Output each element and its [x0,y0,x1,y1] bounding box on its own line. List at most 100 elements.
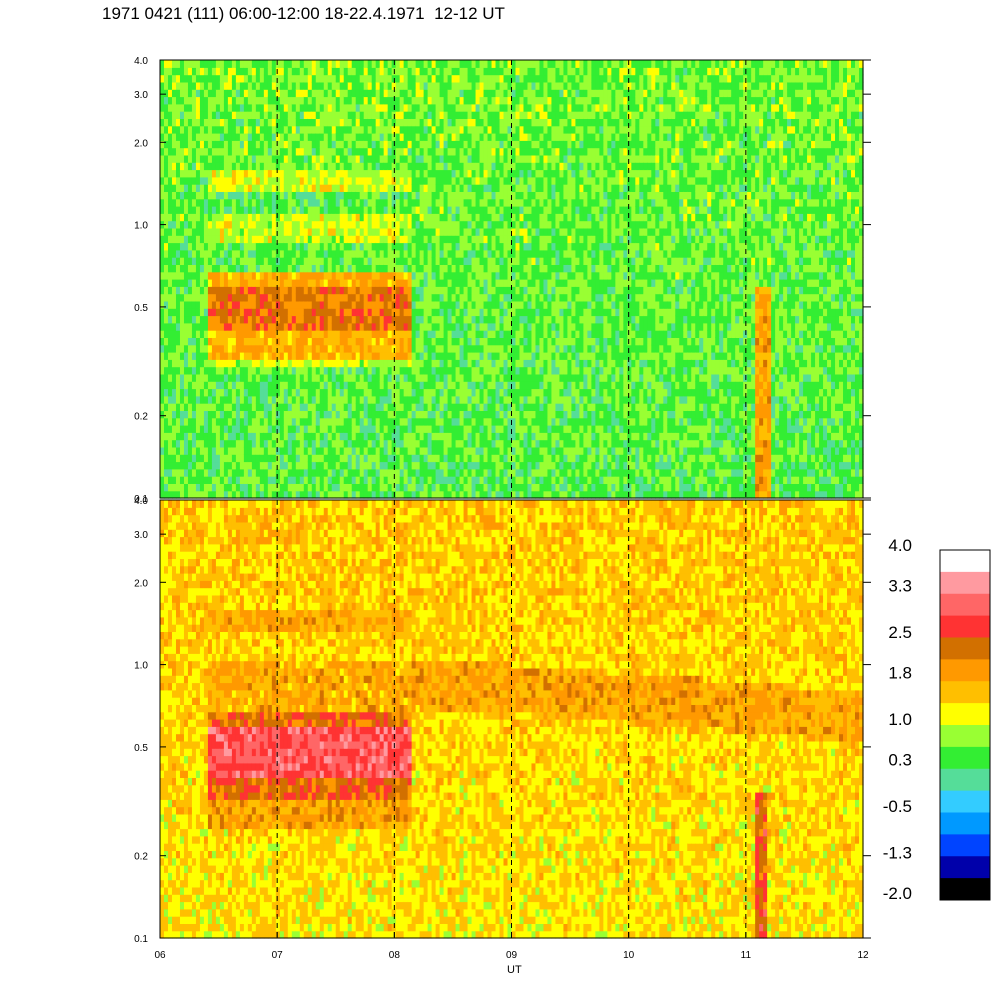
heatmap-cell [327,476,333,484]
heatmap-cell [227,425,233,433]
heatmap-cell [487,308,493,317]
heatmap-cell [207,373,213,382]
heatmap-cell [359,417,365,426]
heatmap-cell [175,425,181,433]
heatmap-cell [283,60,289,68]
heatmap-cell [487,425,493,433]
heatmap-cell [347,242,353,251]
heatmap-cell [323,271,329,280]
heatmap-cell [327,81,333,90]
heatmap-cell [379,264,385,273]
heatmap-cell [279,366,285,375]
heatmap-cell [179,286,185,295]
heatmap-cell [195,439,201,448]
heatmap-cell [291,154,297,163]
heatmap-cell [303,235,309,244]
heatmap-cell [303,395,309,404]
heatmap-cell [343,74,349,83]
heatmap-cell [331,191,337,200]
heatmap-cell [323,184,329,192]
heatmap-cell [239,344,245,353]
heatmap-cell [423,410,429,419]
heatmap-cell [343,162,349,171]
heatmap-cell [191,242,197,251]
heatmap-cell [479,67,485,76]
heatmap-cell [219,227,225,236]
heatmap-cell [411,220,417,229]
heatmap-cell [351,213,357,222]
heatmap-cell [415,490,421,499]
heatmap-cell [211,344,217,353]
heatmap-cell [211,432,217,441]
heatmap-cell [199,279,205,287]
heatmap-cell [439,352,445,360]
heatmap-cell [199,147,205,156]
heatmap-cell [391,395,397,404]
heatmap-cell [163,264,169,273]
heatmap-cell [211,227,217,236]
heatmap-cell [359,300,365,309]
heatmap-cell [391,271,397,280]
heatmap-cell [235,366,241,375]
heatmap-cell [431,67,437,76]
heatmap-cell [195,206,201,214]
heatmap-cell [287,60,293,68]
heatmap-cell [443,140,449,149]
heatmap-cell [351,337,357,346]
heatmap-cell [459,395,465,404]
heatmap-cell [179,67,185,76]
heatmap-cell [451,162,457,171]
heatmap-cell [343,454,349,463]
heatmap-cell [479,476,485,484]
heatmap-cell [215,213,221,222]
heatmap-cell [171,461,177,470]
heatmap-cell [255,184,261,192]
heatmap-cell [459,403,465,411]
heatmap-cell [235,103,241,112]
heatmap-cell [331,417,337,426]
heatmap-cell [247,366,253,375]
heatmap-cell [295,227,301,236]
heatmap-cell [447,60,453,68]
heatmap-cell [387,476,393,484]
heatmap-cell [347,286,353,295]
heatmap-cell [371,89,377,98]
heatmap-cell [291,395,297,404]
heatmap-cell [311,206,317,214]
heatmap-cell [183,330,189,338]
heatmap-cell [355,96,361,105]
heatmap-cell [179,483,185,492]
heatmap-cell [315,417,321,426]
heatmap-cell [459,169,465,178]
heatmap-cell [359,322,365,331]
heatmap-cell [287,373,293,382]
heatmap-cell [411,96,417,105]
heatmap-cell [231,176,237,185]
heatmap-cell [387,359,393,368]
heatmap-cell [487,344,493,353]
heatmap-cell [279,271,285,280]
heatmap-cell [295,279,301,287]
heatmap-cell [183,403,189,411]
heatmap-cell [311,162,317,171]
heatmap-cell [160,425,165,433]
heatmap-cell [315,366,321,375]
heatmap-cell [343,125,349,134]
heatmap-cell [339,154,345,163]
heatmap-cell [427,206,433,214]
heatmap-cell [431,81,437,90]
heatmap-cell [327,352,333,360]
heatmap-cell [451,67,457,76]
heatmap-cell [199,403,205,411]
heatmap-cell [435,432,441,441]
heatmap-cell [439,454,445,463]
heatmap-cell [379,490,385,499]
heatmap-cell [215,191,221,200]
heatmap-cell [247,344,253,353]
heatmap-cell [443,410,449,419]
heatmap-cell [319,446,325,455]
heatmap-cell [399,293,405,302]
heatmap-cell [239,154,245,163]
heatmap-cell [307,446,313,455]
heatmap-cell [160,373,165,382]
